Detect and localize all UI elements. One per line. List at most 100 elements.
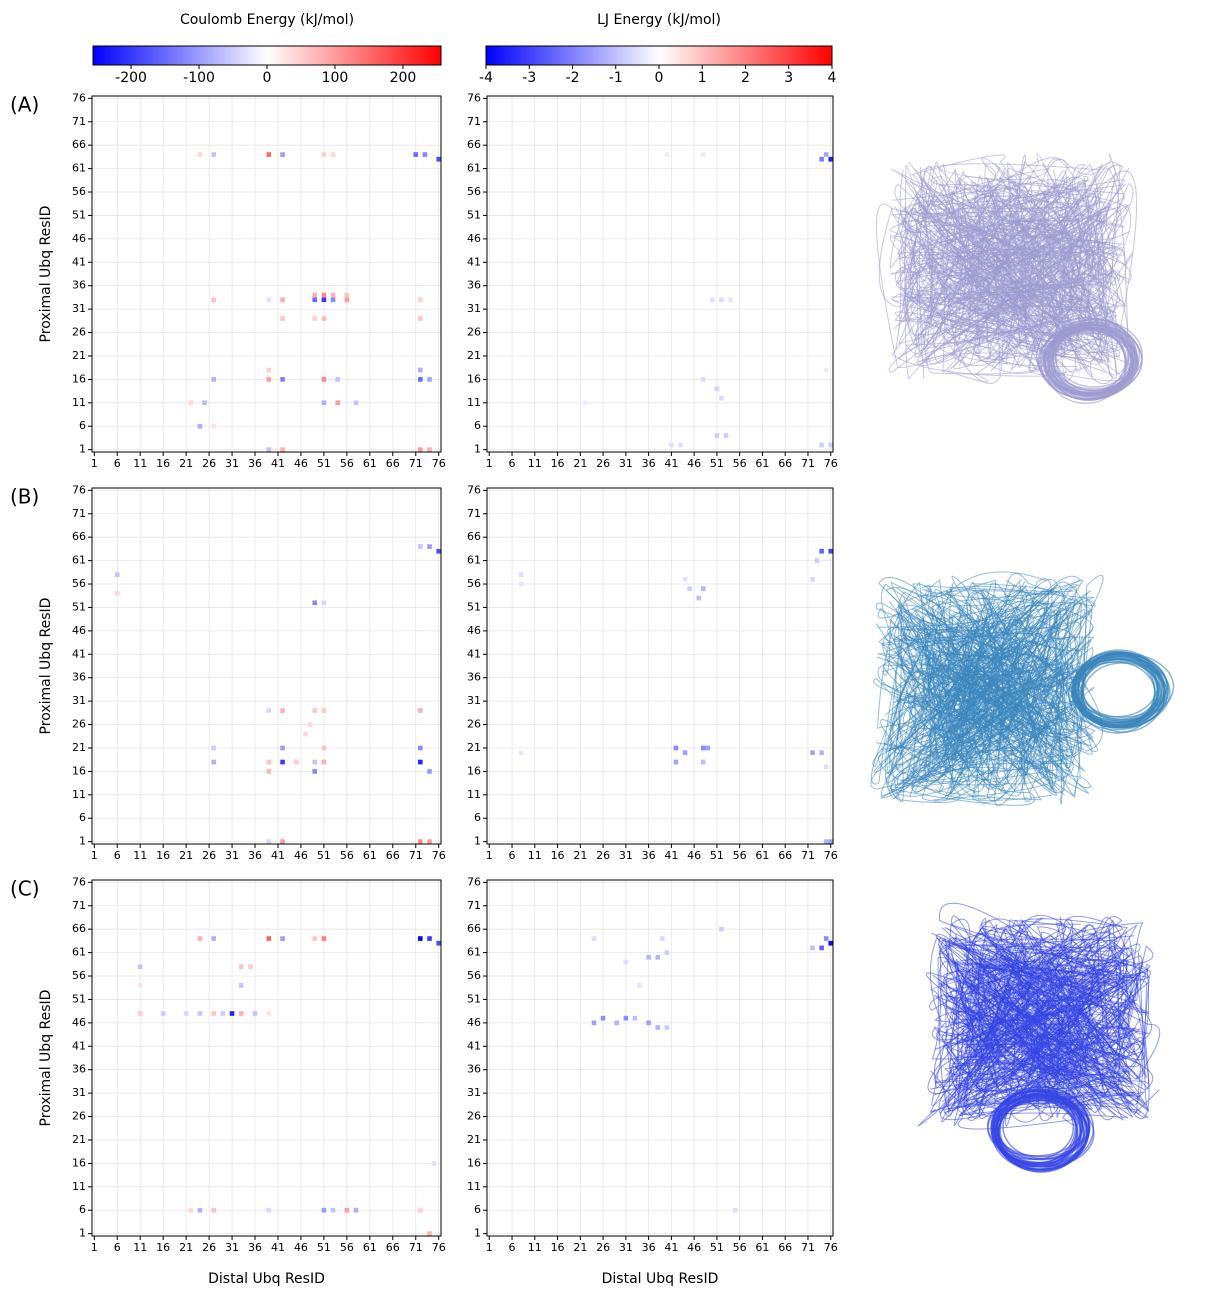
- heatmap-cell: [591, 1020, 597, 1026]
- heatmap-cell: [321, 400, 327, 406]
- heatmap-cell: [312, 936, 318, 941]
- x-axis-label: Distal Ubq ResID: [208, 1271, 325, 1287]
- heatmap-cell: [238, 964, 244, 969]
- colorbar-tick-label: 3: [784, 70, 793, 86]
- x-tick-label: 1: [486, 457, 493, 470]
- structure-strand: [927, 581, 1093, 780]
- y-tick-label: 41: [467, 647, 481, 660]
- structure-strand: [922, 168, 1049, 351]
- x-tick-label: 46: [294, 457, 308, 470]
- x-tick-label: 66: [778, 1241, 792, 1254]
- y-tick-label: 36: [467, 279, 481, 292]
- heatmap-cell: [436, 156, 441, 162]
- y-tick-label: 51: [72, 208, 86, 221]
- heatmap-cell: [819, 750, 824, 755]
- heatmap-cell: [700, 745, 706, 751]
- y-tick-label: 21: [467, 349, 481, 362]
- structure-strand: [876, 606, 1087, 723]
- heatmap-cell: [312, 292, 318, 298]
- x-tick-label: 51: [710, 849, 724, 862]
- heatmap-cell: [211, 759, 216, 765]
- x-tick-label: 76: [432, 849, 446, 862]
- heatmap-cell: [321, 708, 327, 713]
- y-tick-label: 61: [467, 946, 481, 959]
- heatmap-cell: [669, 442, 674, 448]
- heatmap-cell: [719, 297, 724, 303]
- y-tick-label: 56: [72, 577, 86, 590]
- heatmap-cell: [427, 447, 432, 452]
- y-tick-label: 16: [467, 764, 481, 777]
- colorbar-tick-label: -3: [522, 70, 536, 86]
- x-tick-label: 41: [664, 457, 678, 470]
- heatmap-cell: [436, 548, 441, 554]
- x-tick-label: 66: [386, 457, 400, 470]
- y-tick-label: 31: [467, 302, 481, 315]
- heatmap-cell: [673, 745, 679, 751]
- x-tick-label: 51: [710, 1241, 724, 1254]
- x-tick-label: 36: [642, 849, 656, 862]
- heatmap-cell: [280, 745, 285, 751]
- y-tick-label: 36: [72, 1063, 86, 1076]
- x-tick-label: 61: [363, 849, 377, 862]
- x-tick-label: 16: [156, 849, 170, 862]
- heatmap-cell: [828, 940, 833, 946]
- y-tick-label: 76: [467, 91, 481, 104]
- colorbar-tick-label: 2: [741, 70, 750, 86]
- y-tick-label: 16: [72, 372, 86, 385]
- y-tick-label: 21: [467, 741, 481, 754]
- structure-strand: [919, 197, 1081, 364]
- structure-strand: [880, 598, 1093, 769]
- heatmap-cell: [719, 395, 724, 401]
- x-tick-label: 21: [179, 457, 193, 470]
- heatmap-cell: [280, 936, 285, 941]
- x-tick-label: 66: [778, 849, 792, 862]
- structure-strand: [986, 178, 1114, 353]
- heatmap-cell: [211, 423, 216, 429]
- heatmap-cell: [696, 595, 701, 601]
- y-tick-label: 46: [467, 1016, 481, 1029]
- x-tick-label: 11: [528, 1241, 542, 1254]
- y-tick-label: 1: [474, 835, 481, 848]
- heatmap-cell: [160, 1011, 166, 1016]
- x-tick-label: 31: [619, 1241, 633, 1254]
- heatmap-cell: [321, 936, 327, 941]
- heatmap-cell: [828, 839, 833, 844]
- x-tick-label: 71: [409, 1241, 423, 1254]
- x-tick-label: 6: [114, 849, 121, 862]
- y-tick-label: 46: [72, 624, 86, 637]
- heatmap-cell: [211, 745, 216, 751]
- x-tick-label: 31: [619, 849, 633, 862]
- heatmap-cell: [321, 600, 327, 606]
- heatmap-cell: [197, 1011, 203, 1016]
- x-tick-label: 76: [432, 457, 446, 470]
- colorbar-tick-label: 1: [698, 70, 707, 86]
- heatmap-cell: [600, 1015, 606, 1021]
- y-tick-label: 21: [72, 1133, 86, 1146]
- x-tick-label: 71: [409, 849, 423, 862]
- x-tick-label: 36: [642, 457, 656, 470]
- x-tick-label: 66: [386, 1241, 400, 1254]
- heatmap-cell: [266, 769, 272, 774]
- heatmap-cell: [312, 769, 318, 774]
- heatmap-cell: [655, 954, 660, 960]
- heatmap-cell: [353, 1207, 359, 1213]
- x-tick-label: 26: [596, 1241, 610, 1254]
- structure-strand: [930, 185, 1132, 328]
- structure-strand: [924, 585, 1074, 742]
- y-tick-label: 6: [474, 1203, 481, 1216]
- structure-strand: [898, 628, 1076, 793]
- x-tick-label: 36: [642, 1241, 656, 1254]
- y-tick-label: 71: [467, 899, 481, 912]
- structure-strand: [966, 940, 1094, 1121]
- y-tick-label: 11: [467, 396, 481, 409]
- x-tick-label: 36: [248, 849, 262, 862]
- x-tick-label: 71: [801, 1241, 815, 1254]
- heatmap-cell: [321, 292, 327, 298]
- y-tick-label: 76: [72, 483, 86, 496]
- heatmap-cell: [211, 297, 216, 303]
- plot-frame: [91, 487, 442, 845]
- plot-frame: [486, 95, 834, 453]
- colorbar-tick-label: -4: [479, 70, 493, 86]
- y-tick-label: 56: [467, 577, 481, 590]
- y-tick-label: 1: [474, 443, 481, 456]
